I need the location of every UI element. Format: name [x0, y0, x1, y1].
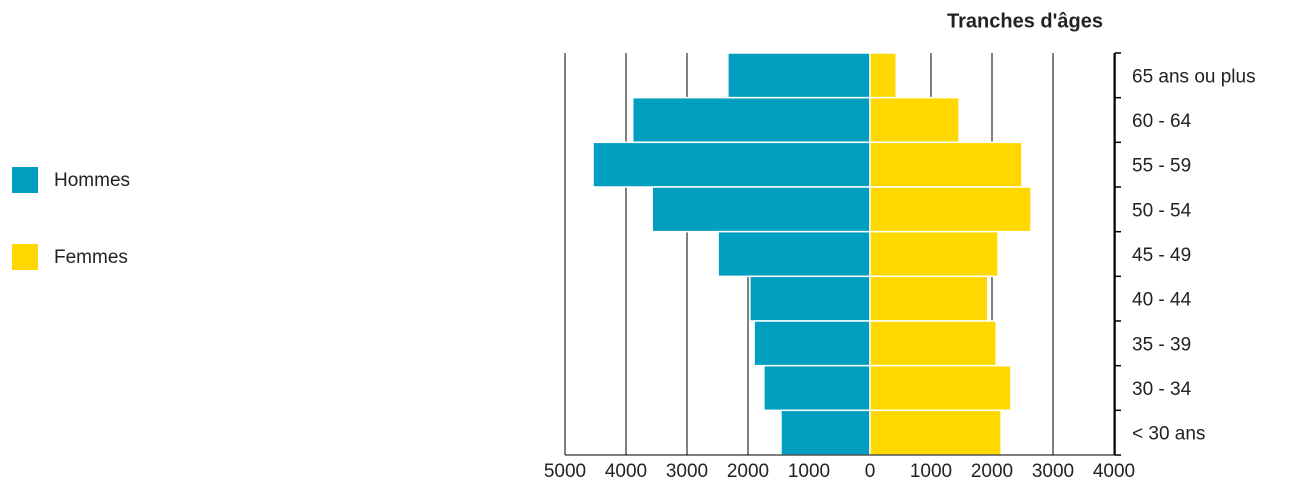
bar — [651, 186, 871, 233]
legend-label: Femmes — [54, 247, 128, 268]
y-tick-label: 30 - 34 — [1132, 379, 1192, 400]
x-tick-label: 4000 — [1093, 461, 1135, 482]
bar — [717, 230, 871, 278]
legend-label: Hommes — [54, 170, 130, 191]
bar — [869, 364, 1012, 412]
y-tick-label: 45 - 49 — [1132, 245, 1191, 266]
x-tick-label: 2000 — [971, 461, 1013, 482]
bar — [727, 52, 871, 99]
bar — [869, 141, 1023, 188]
y-tick-label: 65 ans ou plus — [1132, 66, 1256, 87]
bar — [869, 275, 989, 322]
x-tick-label: 0 — [865, 461, 876, 482]
y-tick-label: 35 - 39 — [1132, 334, 1191, 355]
axis-title: Tranches d'âges — [947, 10, 1103, 32]
y-tick-label: 50 - 54 — [1132, 200, 1192, 221]
bar — [753, 320, 871, 367]
bar — [869, 320, 998, 367]
x-tick-label: 1000 — [910, 461, 952, 482]
x-tick-label: 5000 — [544, 461, 586, 482]
bar — [869, 52, 897, 99]
bar — [869, 230, 999, 278]
bar — [592, 141, 871, 188]
legend-swatch — [12, 167, 38, 193]
x-tick-label: 4000 — [605, 461, 647, 482]
x-tick-label: 2000 — [727, 461, 769, 482]
bar — [869, 96, 960, 144]
x-tick-label: 3000 — [666, 461, 708, 482]
bar — [631, 96, 871, 144]
bar — [780, 409, 871, 456]
y-tick-label: < 30 ans — [1132, 424, 1205, 445]
bar — [763, 364, 871, 412]
legend-swatch — [12, 244, 38, 270]
y-tick-label: 55 - 59 — [1132, 156, 1191, 177]
bar — [869, 409, 1002, 456]
x-tick-label: 3000 — [1032, 461, 1074, 482]
y-tick-label: 60 - 64 — [1132, 111, 1192, 132]
bar — [869, 186, 1032, 233]
y-tick-label: 40 - 44 — [1132, 290, 1192, 311]
x-tick-label: 1000 — [788, 461, 830, 482]
bar — [749, 275, 871, 322]
